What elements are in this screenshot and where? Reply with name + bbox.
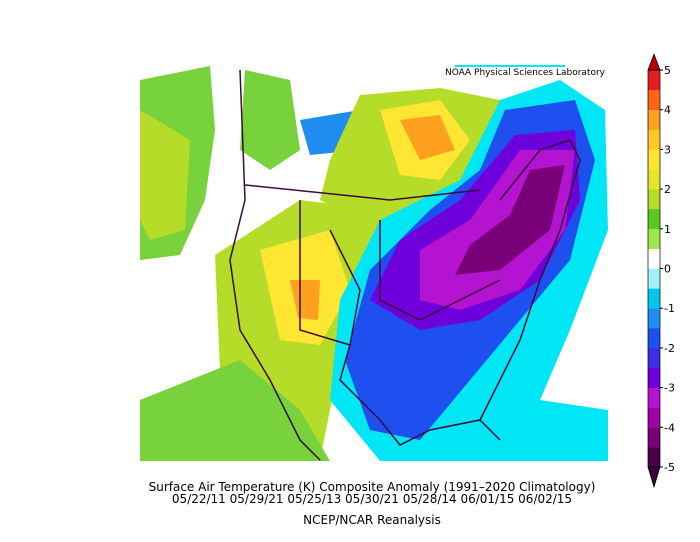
colorbar-tick-label: -4 xyxy=(664,421,675,434)
colorbar-segment xyxy=(648,228,660,249)
colorbar-segment xyxy=(648,208,660,230)
colorbar-segment xyxy=(648,288,660,309)
colorbar-segment xyxy=(648,347,660,369)
colorbar-segment xyxy=(648,268,660,289)
caption-source: NCEP/NCAR Reanalysis xyxy=(303,513,441,527)
colorbar-tick-label: 4 xyxy=(664,104,671,117)
colorbar-over xyxy=(647,53,661,71)
colorbar-segment xyxy=(648,89,660,110)
colorbar-segment xyxy=(648,70,660,91)
colorbar-segment xyxy=(648,109,660,130)
anomaly-area xyxy=(290,280,320,320)
credit: NOAA Physical Sciences Laboratory xyxy=(445,68,606,78)
colorbar-tick-label: -1 xyxy=(664,302,675,315)
colorbar-tick-label: 2 xyxy=(664,183,671,196)
colorbar-segment xyxy=(648,308,660,329)
colorbar-segment xyxy=(648,407,660,428)
colorbar-tick-label: 3 xyxy=(664,143,671,156)
colorbar-tick-label: 1 xyxy=(664,223,671,236)
colorbar-segment xyxy=(648,129,660,150)
colorbar-tick-label: -2 xyxy=(664,342,675,355)
colorbar-tick-label: -3 xyxy=(664,382,675,395)
anomaly-area xyxy=(140,360,330,461)
colorbar-tick-label: -5 xyxy=(664,461,675,474)
colorbar-segment xyxy=(648,189,660,210)
caption-title: Surface Air Temperature (K) Composite An… xyxy=(149,480,596,494)
anomaly-area xyxy=(240,70,300,170)
colorbar-tick-label: 5 xyxy=(664,64,671,77)
colorbar-segment xyxy=(648,367,660,388)
colorbar-segment xyxy=(648,328,660,349)
colorbar-segment xyxy=(648,169,660,190)
colorbar: 5 4 3 2 1 0 -1 -2 -3 -4 -5 xyxy=(647,53,675,489)
colorbar-tick-label: 0 xyxy=(664,263,671,276)
colorbar-segment xyxy=(648,447,660,468)
boundaries xyxy=(229,69,581,461)
caption-dates: 05/22/11 05/29/21 05/25/13 05/30/21 05/2… xyxy=(172,492,572,506)
colorbar-segment xyxy=(648,149,660,170)
map: NOAA Physical Sciences Laboratory xyxy=(140,62,608,461)
colorbar-under xyxy=(647,466,661,489)
colorbar-segment xyxy=(648,427,660,448)
anomaly-area xyxy=(455,165,565,275)
colorbar-segment xyxy=(648,248,660,269)
colorbar-segment xyxy=(648,387,660,408)
anomaly-area xyxy=(400,115,455,160)
anomaly-area xyxy=(140,110,190,240)
